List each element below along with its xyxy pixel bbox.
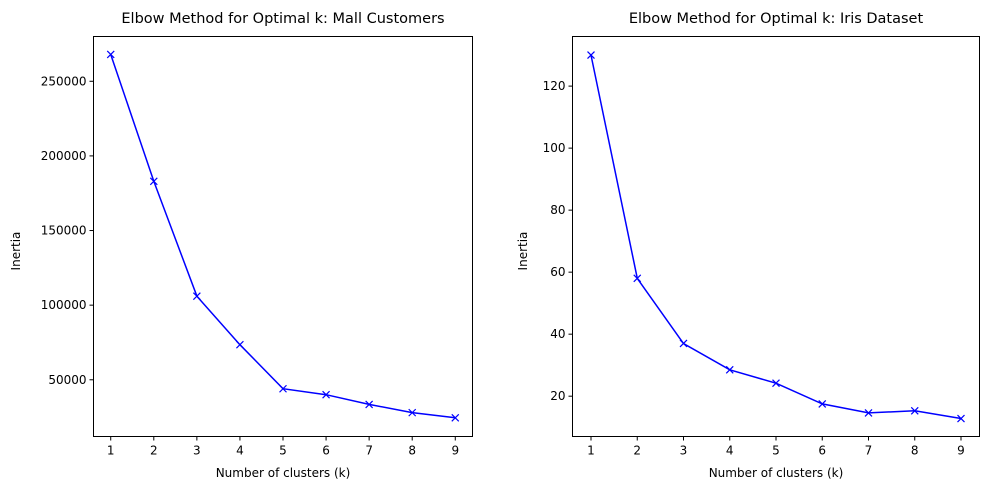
data-point bbox=[818, 400, 827, 408]
plot-frame bbox=[93, 36, 473, 437]
y-tick-label: 60 bbox=[550, 265, 565, 279]
data-point bbox=[679, 339, 688, 348]
data-point bbox=[864, 409, 873, 417]
y-tick-label: 250000 bbox=[41, 74, 87, 88]
y-tick-label: 200000 bbox=[41, 149, 87, 163]
x-tick-label: 3 bbox=[680, 444, 688, 458]
x-tick-label: 6 bbox=[818, 444, 826, 458]
x-tick-label: 6 bbox=[322, 444, 330, 458]
y-tick-label: 100000 bbox=[41, 298, 87, 312]
y-tick-label: 20 bbox=[550, 389, 565, 403]
series-line bbox=[590, 54, 962, 420]
x-tick-label: 2 bbox=[150, 444, 158, 458]
series-line bbox=[109, 54, 456, 419]
x-tick-label: 4 bbox=[726, 444, 734, 458]
chart-panel-mall-customers: Elbow Method for Optimal k: Mall Custome… bbox=[9, 11, 473, 480]
x-axis-label: Number of clusters (k) bbox=[709, 466, 844, 480]
data-point bbox=[106, 50, 115, 59]
x-tick-label: 8 bbox=[408, 444, 416, 458]
x-tick-label: 9 bbox=[451, 444, 459, 458]
chart-title: Elbow Method for Optimal k: Mall Custome… bbox=[121, 11, 444, 27]
data-point bbox=[725, 365, 734, 374]
data-point bbox=[279, 384, 287, 393]
y-tick-label: 150000 bbox=[41, 224, 87, 238]
x-tick-label: 3 bbox=[193, 444, 201, 458]
chart-panel-iris-dataset: Elbow Method for Optimal k: Iris Dataset… bbox=[516, 11, 980, 480]
x-tick-label: 8 bbox=[911, 444, 919, 458]
y-tick-label: 80 bbox=[550, 203, 565, 217]
data-point bbox=[192, 292, 201, 301]
data-point bbox=[322, 390, 330, 399]
y-tick-label: 40 bbox=[550, 327, 565, 341]
y-tick-label: 100 bbox=[543, 141, 566, 155]
data-point bbox=[451, 413, 460, 422]
x-tick-label: 2 bbox=[633, 444, 641, 458]
x-tick-label: 7 bbox=[865, 444, 873, 458]
data-point bbox=[149, 177, 158, 186]
data-point bbox=[633, 274, 642, 283]
x-tick-label: 1 bbox=[107, 444, 115, 458]
x-tick-label: 5 bbox=[279, 444, 287, 458]
x-tick-label: 4 bbox=[236, 444, 244, 458]
series-marks bbox=[587, 51, 965, 423]
y-axis-label: Inertia bbox=[516, 232, 530, 271]
series-marks bbox=[106, 50, 460, 422]
y-tick-label: 120 bbox=[543, 79, 566, 93]
data-point bbox=[587, 51, 595, 60]
data-point bbox=[236, 340, 244, 349]
y-tick-label: 50000 bbox=[48, 373, 86, 387]
data-point bbox=[910, 406, 919, 415]
data-point bbox=[957, 414, 965, 423]
x-tick-label: 5 bbox=[772, 444, 780, 458]
x-axis-label: Number of clusters (k) bbox=[216, 466, 351, 480]
plot-frame bbox=[572, 36, 980, 437]
axis-ticks: 1 2 3 4 5 6 7 8 9 20 40 60 80 100 120 bbox=[543, 79, 965, 457]
x-tick-label: 1 bbox=[587, 444, 595, 458]
x-tick-label: 9 bbox=[957, 444, 965, 458]
chart-title: Elbow Method for Optimal k: Iris Dataset bbox=[629, 11, 924, 27]
data-point bbox=[772, 379, 780, 388]
y-axis-label: Inertia bbox=[9, 232, 23, 271]
axis-ticks: 1 2 3 4 5 6 7 8 9 50000 100000 150000 200000 250000 bbox=[41, 74, 459, 457]
data-point bbox=[365, 400, 374, 409]
data-point bbox=[408, 408, 417, 417]
x-tick-label: 7 bbox=[365, 444, 373, 458]
